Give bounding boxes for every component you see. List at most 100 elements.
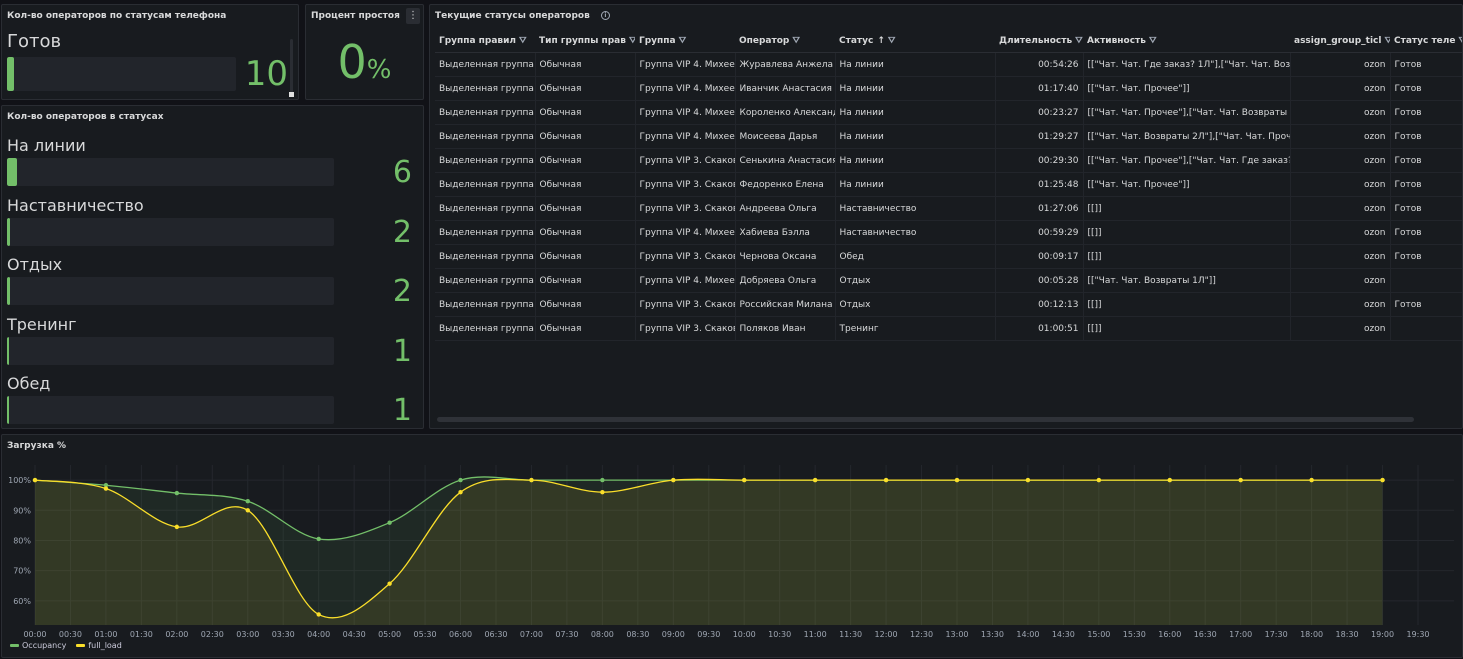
table-row[interactable]: Выделенная группа Обычная Группа VIP 4. Ми… [435, 268, 1462, 293]
filter-icon[interactable]: ⛛ [1148, 36, 1157, 46]
x-tick-label: 05:30 [414, 630, 437, 639]
table-cell: На линии [835, 52, 996, 77]
legend-item[interactable]: full_load [76, 641, 122, 650]
idle-value-wrap: 0% [306, 35, 423, 89]
gauge-value: 2 [392, 274, 412, 309]
column-header[interactable]: Статус ↑ ⛛ [835, 30, 995, 53]
data-point[interactable] [174, 524, 180, 530]
load-chart-panel: Загрузка % 60% 70% 80% 90% 100% 00:00 00:30 01:… [1, 434, 1463, 658]
table-cell: [["Чат. Чат. Возвраты 2Л"],["Чат. Чат. П… [1083, 124, 1291, 149]
table-cell: Обычная [535, 76, 636, 101]
data-point[interactable] [742, 477, 747, 483]
data-point[interactable] [600, 489, 605, 495]
table-cell: Отдых [835, 292, 996, 317]
column-header[interactable]: Длительность ⛛ [995, 30, 1083, 53]
data-point[interactable] [32, 477, 38, 483]
column-header[interactable]: Группа правил ⛛ [435, 30, 535, 53]
x-tick-label: 18:00 [1300, 630, 1323, 639]
panel-scrollbar[interactable] [289, 39, 294, 97]
data-point[interactable] [600, 477, 605, 483]
table-cell: [[]] [1083, 244, 1291, 269]
data-point[interactable] [316, 536, 321, 542]
x-tick-label: 18:30 [1336, 630, 1359, 639]
table-cell: 00:23:27 [995, 100, 1084, 125]
data-point[interactable] [174, 490, 180, 496]
table-cell: ozon [1290, 220, 1391, 245]
column-header[interactable]: Оператор ⛛ [735, 30, 835, 53]
data-point[interactable] [1238, 477, 1243, 483]
gauge-label: Отдых [7, 255, 63, 274]
data-point[interactable] [245, 499, 250, 504]
table-cell: 01:29:27 [995, 124, 1084, 149]
data-point[interactable] [812, 477, 818, 483]
table-row[interactable]: Выделенная группа Обычная Группа VIP 3. Ск… [435, 316, 1462, 341]
table-cell: 00:05:28 [995, 268, 1084, 293]
column-header[interactable]: Тип группы прав⛛ [535, 30, 635, 53]
table-cell: 01:00:51 [995, 316, 1084, 341]
gauge-bar-fill [7, 396, 9, 424]
table-row[interactable]: Выделенная группа Обычная Группа VIP 4. Ми… [435, 52, 1462, 77]
column-header[interactable]: Активность ⛛ [1083, 30, 1290, 53]
table-row[interactable]: Выделенная группа Обычная Группа VIP 4. Ми… [435, 220, 1462, 245]
data-point[interactable] [245, 508, 250, 513]
data-point[interactable] [1309, 477, 1314, 483]
gauge-bar-fill [7, 158, 17, 186]
table-row[interactable]: Выделенная группа Обычная Группа VIP 4. Ми… [435, 100, 1462, 125]
table-cell: ozon [1290, 172, 1391, 197]
table-cell: 00:12:13 [995, 292, 1084, 317]
filter-icon[interactable]: ⛛ [792, 36, 800, 46]
series-area [35, 476, 1383, 625]
info-icon[interactable]: i [600, 11, 610, 20]
table-cell: Обычная [535, 172, 636, 197]
table-row[interactable]: Выделенная группа Обычная Группа VIP 4. Ми… [435, 76, 1462, 101]
x-tick-label: 07:00 [520, 630, 543, 639]
filter-icon[interactable]: ⛛ [1458, 36, 1462, 46]
table-row[interactable]: Выделенная группа Обычная Группа VIP 3. Ск… [435, 172, 1462, 197]
data-point[interactable] [387, 581, 392, 586]
x-tick-label: 04:00 [307, 630, 330, 639]
filter-icon[interactable]: ⛛ [1075, 36, 1083, 46]
table-cell: Группа VIP 3. Скаков [635, 244, 736, 269]
data-point[interactable] [529, 477, 534, 483]
data-point[interactable] [1025, 477, 1031, 483]
data-point[interactable] [316, 612, 321, 617]
filter-icon[interactable]: ⛛ [1384, 36, 1390, 46]
table-horizontal-scrollbar[interactable] [437, 417, 1414, 422]
filter-icon[interactable]: ⛛ [887, 36, 896, 46]
data-point[interactable] [671, 477, 676, 483]
gauge-bar [7, 396, 334, 424]
data-point[interactable] [458, 477, 463, 483]
data-point[interactable] [103, 486, 109, 491]
table-cell [1390, 316, 1462, 341]
column-header[interactable]: Группа ⛛ [635, 30, 735, 53]
table-cell: Готов [1390, 148, 1462, 173]
data-point[interactable] [1380, 477, 1385, 483]
column-header[interactable]: assign_group_ticl⛛ [1290, 30, 1390, 53]
data-point[interactable] [103, 483, 109, 488]
x-tick-label: 09:00 [662, 630, 685, 639]
panel-menu-button[interactable]: ⋮ [406, 8, 420, 24]
table-cell: Группа VIP 4. Михее [635, 76, 736, 101]
filter-icon[interactable]: ⛛ [629, 36, 635, 46]
table-cell: Выделенная группа [435, 100, 536, 125]
data-point[interactable] [387, 520, 392, 525]
x-tick-label: 16:00 [1158, 630, 1181, 639]
legend-item[interactable]: Occupancy [10, 641, 66, 650]
filter-icon[interactable]: ⛛ [678, 36, 687, 46]
data-point[interactable] [954, 477, 960, 483]
table-row[interactable]: Выделенная группа Обычная Группа VIP 3. Ск… [435, 244, 1462, 269]
table-cell: Наставничество [835, 220, 996, 245]
data-point[interactable] [883, 477, 889, 483]
table-cell: Готов [1390, 172, 1462, 197]
table-row[interactable]: Выделенная группа Обычная Группа VIP 3. Ск… [435, 148, 1462, 173]
data-point[interactable] [1167, 477, 1172, 483]
table-row[interactable]: Выделенная группа Обычная Группа VIP 3. Ск… [435, 196, 1462, 221]
table-row[interactable]: Выделенная группа Обычная Группа VIP 4. Ми… [435, 124, 1462, 149]
filter-icon[interactable]: ⛛ [519, 36, 527, 46]
data-point[interactable] [458, 489, 463, 495]
table-cell: Выделенная группа [435, 172, 536, 197]
table-row[interactable]: Выделенная группа Обычная Группа VIP 3. Ск… [435, 292, 1462, 317]
table-cell: 00:54:26 [995, 52, 1084, 77]
data-point[interactable] [1096, 477, 1102, 483]
column-header[interactable]: Статус теле⛛ [1390, 30, 1462, 53]
